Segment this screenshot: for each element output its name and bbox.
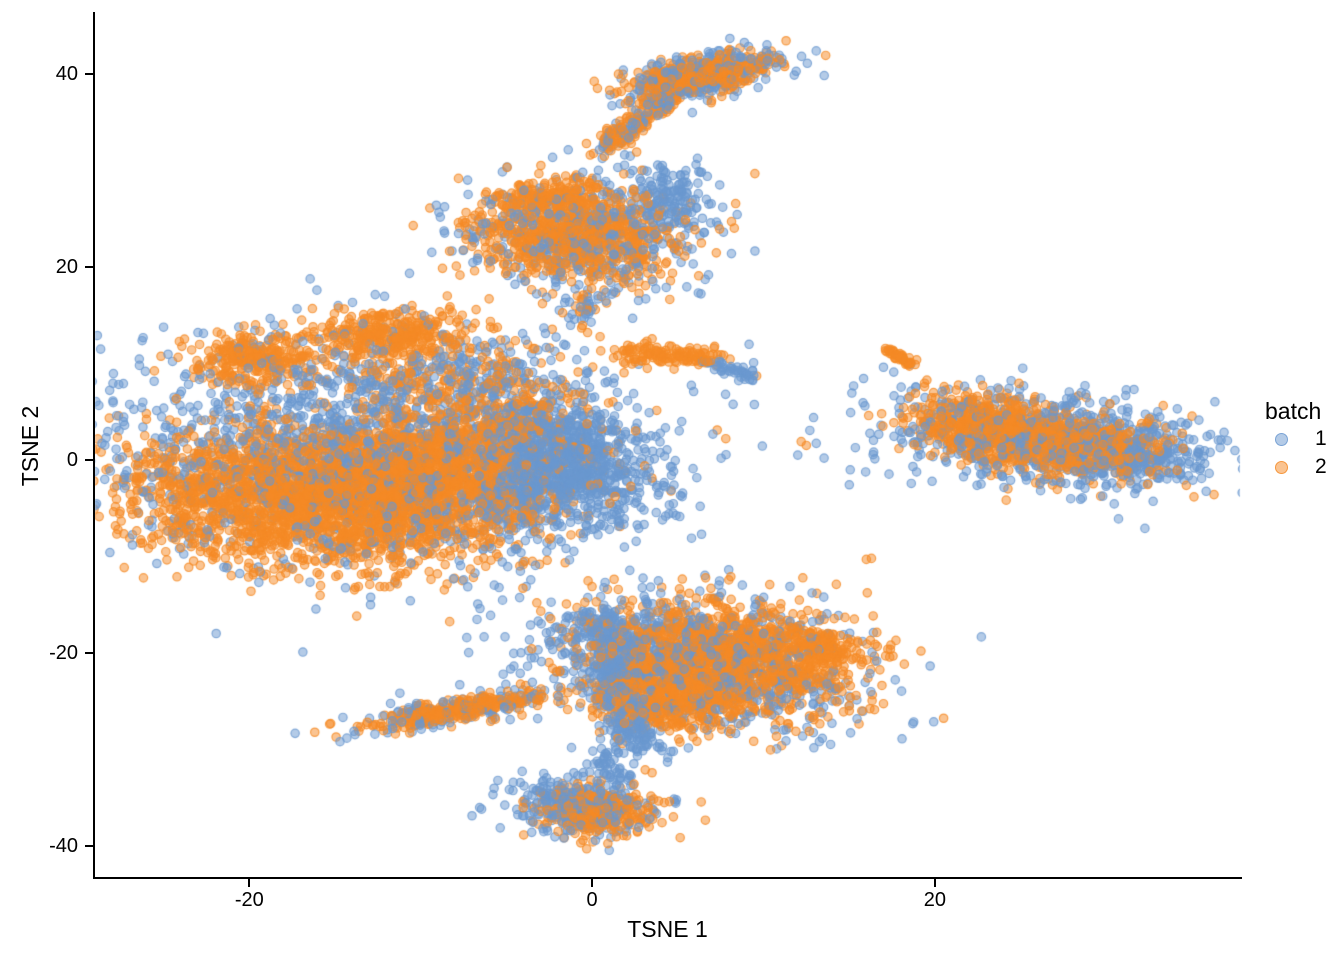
- y-tick-label: 0: [66, 448, 78, 471]
- legend-entry-batch-2: 2: [1262, 453, 1344, 481]
- batch-1-marker-icon: [1275, 432, 1288, 446]
- x-axis-line: [93, 877, 1242, 879]
- y-tick-mark: [85, 458, 93, 461]
- y-axis-title: TSNE 2: [17, 405, 43, 487]
- legend-entry-label: 2: [1315, 455, 1327, 478]
- y-tick-mark: [85, 652, 93, 655]
- x-axis-title: TSNE 1: [627, 916, 708, 942]
- x-tick-mark: [933, 879, 936, 887]
- legend-entry-batch-1: 1: [1262, 425, 1344, 453]
- legend: batch 1 2: [1262, 398, 1344, 481]
- y-tick-mark: [85, 845, 93, 848]
- y-tick-label: -20: [49, 642, 78, 665]
- y-tick-label: 40: [55, 62, 78, 85]
- x-tick-label: 0: [586, 889, 598, 911]
- y-tick-mark: [85, 265, 93, 268]
- x-tick-label: 20: [923, 889, 947, 911]
- legend-title: batch: [1265, 398, 1322, 424]
- y-tick-mark: [85, 72, 93, 75]
- y-tick-label: -40: [49, 835, 78, 858]
- x-tick-mark: [248, 879, 251, 887]
- y-axis-line: [93, 12, 95, 879]
- x-tick-mark: [591, 879, 594, 887]
- legend-entry-label: 1: [1315, 427, 1327, 450]
- batch-2-marker-icon: [1275, 460, 1288, 474]
- x-tick-label: -20: [234, 889, 264, 911]
- y-tick-label: 20: [55, 255, 78, 278]
